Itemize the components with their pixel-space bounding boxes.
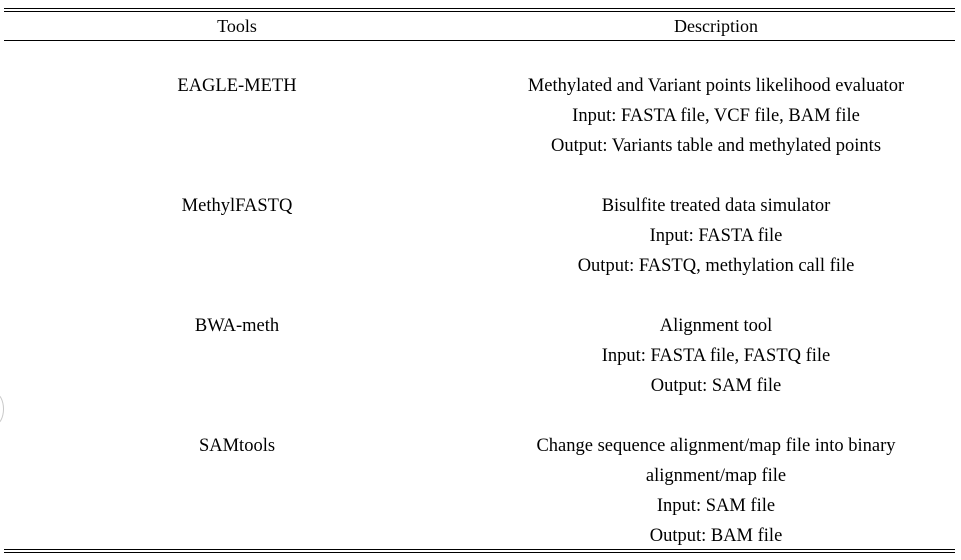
tool-name: BWA-meth bbox=[194, 316, 280, 336]
tool-description: Change sequence alignment/map file into … bbox=[480, 431, 952, 551]
description-line: Output: BAM file bbox=[649, 526, 783, 546]
header-tools: Tools bbox=[217, 16, 257, 36]
description-line: Alignment tool bbox=[659, 316, 773, 336]
description-line: alignment/map file bbox=[645, 466, 787, 486]
tool-name: EAGLE-METH bbox=[177, 76, 297, 96]
header-description: Description bbox=[674, 16, 758, 36]
tool-name: MethylFASTQ bbox=[181, 196, 293, 216]
description-line: Input: FASTA file bbox=[649, 226, 783, 246]
tool-description: Alignment tool Input: FASTA file, FASTQ … bbox=[480, 311, 952, 401]
description-line: Output: SAM file bbox=[650, 376, 782, 396]
description-line: Output: FASTQ, methylation call file bbox=[577, 256, 855, 276]
tool-description: Bisulfite treated data simulator Input: … bbox=[480, 191, 952, 281]
header-rule bbox=[4, 40, 955, 41]
description-line: Bisulfite treated data simulator bbox=[601, 196, 831, 216]
description-line: Input: FASTA file, VCF file, BAM file bbox=[572, 106, 860, 126]
table-bottom-rule-inner bbox=[4, 552, 955, 553]
tool-description: Methylated and Variant points likelihood… bbox=[480, 71, 952, 161]
description-line: Methylated and Variant points likelihood… bbox=[527, 76, 905, 96]
table-bottom-rule bbox=[4, 549, 955, 550]
description-line: Change sequence alignment/map file into … bbox=[536, 436, 896, 456]
table-top-rule bbox=[4, 8, 955, 9]
description-line: Input: SAM file bbox=[656, 496, 776, 516]
description-line: Output: Variants table and methylated po… bbox=[550, 136, 882, 156]
description-line: Input: FASTA file, FASTQ file bbox=[601, 346, 831, 366]
table-top-rule-inner bbox=[4, 11, 955, 12]
tool-name: SAMtools bbox=[198, 436, 276, 456]
page-edge-mark bbox=[0, 393, 4, 425]
